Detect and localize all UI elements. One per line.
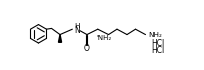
Text: 'NH₂: 'NH₂ — [96, 35, 111, 41]
Text: HCl: HCl — [151, 46, 164, 55]
Text: H: H — [74, 23, 79, 29]
Text: N: N — [74, 26, 79, 35]
Polygon shape — [58, 35, 61, 42]
Text: O: O — [83, 44, 89, 53]
Text: NH₂: NH₂ — [148, 32, 162, 38]
Text: HCl: HCl — [151, 39, 164, 48]
